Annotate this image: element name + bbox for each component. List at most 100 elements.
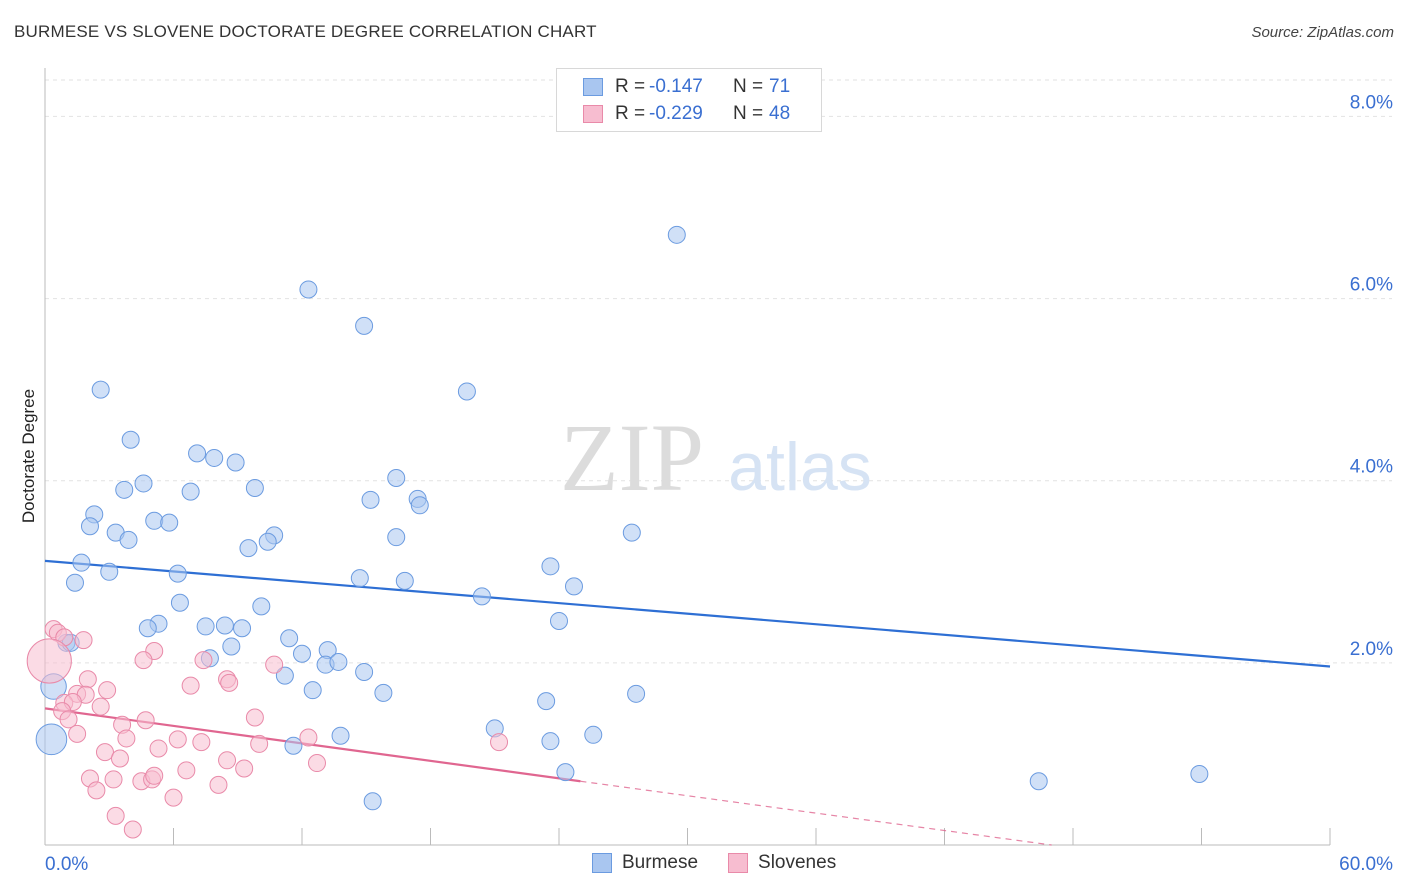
point-slovenes <box>209 775 228 794</box>
legend-item-burmese[interactable]: Burmese <box>592 852 698 874</box>
point-burmese <box>410 496 429 515</box>
point-slovenes <box>490 733 509 752</box>
point-burmese <box>275 666 294 685</box>
legend-n-value: 48 <box>769 103 791 124</box>
point-slovenes <box>245 708 264 727</box>
series-legend: Burmese Slovenes <box>592 852 866 874</box>
point-slovenes <box>59 710 78 729</box>
legend-n-value: 71 <box>769 76 791 97</box>
point-slovenes <box>95 743 114 762</box>
point-slovenes <box>177 761 196 780</box>
point-burmese <box>119 530 138 549</box>
point-slovenes <box>149 739 168 758</box>
point-burmese <box>138 619 157 638</box>
point-slovenes <box>91 697 110 716</box>
point-slovenes <box>78 670 97 689</box>
source-label: Source: ZipAtlas.com <box>1251 24 1394 41</box>
point-burmese <box>205 448 224 467</box>
trend-line-extension-slovenes <box>580 780 1052 846</box>
y-tick-label: 4.0% <box>1350 457 1393 478</box>
legend-swatch-slovenes <box>583 105 603 123</box>
point-burmese <box>72 553 91 572</box>
point-slovenes <box>192 733 211 752</box>
axes <box>44 68 1331 846</box>
point-burmese <box>355 316 374 335</box>
point-burmese <box>627 684 646 703</box>
point-burmese <box>537 692 556 711</box>
point-slovenes <box>68 724 87 743</box>
legend-r-label: R = <box>615 103 646 124</box>
legend-row-burmese: R = -0.147 N = 71 <box>583 75 790 99</box>
point-slovenes <box>164 788 183 807</box>
point-slovenes <box>106 806 125 825</box>
point-slovenes <box>136 711 155 730</box>
point-slovenes <box>235 759 254 778</box>
legend-n-label: N = <box>733 76 764 97</box>
point-burmese <box>91 380 110 399</box>
point-burmese <box>350 569 369 588</box>
point-burmese <box>65 573 84 592</box>
point-burmese <box>160 513 179 532</box>
grid-lines <box>45 79 1392 664</box>
data-points <box>26 225 1209 839</box>
point-burmese <box>280 629 299 648</box>
legend-swatch-burmese <box>583 78 603 96</box>
point-slovenes <box>194 651 213 670</box>
point-burmese <box>284 736 303 755</box>
point-burmese <box>226 453 245 472</box>
point-burmese <box>556 763 575 782</box>
watermark-zip: ZIP <box>560 404 704 511</box>
stats-legend: R = -0.147 N = 71 R = -0.229 N = 48 <box>556 68 822 132</box>
point-slovenes <box>74 631 93 650</box>
point-burmese <box>361 490 380 509</box>
point-slovenes <box>145 766 164 785</box>
point-burmese <box>222 637 241 656</box>
point-burmese <box>472 587 491 606</box>
point-slovenes <box>218 751 237 770</box>
point-burmese <box>374 683 393 702</box>
point-slovenes <box>26 638 72 684</box>
point-burmese <box>35 723 68 756</box>
point-burmese <box>550 611 568 630</box>
point-burmese <box>293 644 311 663</box>
point-burmese <box>667 225 686 244</box>
trend-lines <box>44 559 1331 846</box>
legend-r-value: -0.147 <box>649 76 703 97</box>
legend-r-label: R = <box>615 76 646 97</box>
point-burmese <box>564 577 583 596</box>
legend-row-slovenes: R = -0.229 N = 48 <box>583 102 790 126</box>
point-burmese <box>100 562 119 581</box>
point-burmese <box>363 792 382 811</box>
point-slovenes <box>123 820 142 839</box>
y-tick-label: 8.0% <box>1350 92 1393 113</box>
point-slovenes <box>110 749 129 768</box>
point-burmese <box>239 539 258 558</box>
point-burmese <box>1029 772 1048 791</box>
point-slovenes <box>181 676 200 695</box>
point-burmese <box>215 616 234 635</box>
y-tick-label: 2.0% <box>1350 639 1393 660</box>
point-slovenes <box>250 734 269 753</box>
legend-label-burmese: Burmese <box>622 852 699 873</box>
point-burmese <box>1190 764 1209 783</box>
point-burmese <box>188 444 207 463</box>
point-burmese <box>299 280 318 299</box>
point-burmese <box>303 681 322 700</box>
trend-line-burmese <box>44 559 1331 668</box>
point-burmese <box>252 597 271 616</box>
point-slovenes <box>98 681 117 700</box>
point-burmese <box>196 617 215 636</box>
point-slovenes <box>265 655 284 674</box>
point-slovenes <box>117 729 136 748</box>
x-tick-label-max: 60.0% <box>1339 854 1393 875</box>
point-burmese <box>457 382 476 401</box>
point-burmese <box>145 511 164 530</box>
point-burmese <box>541 557 560 576</box>
point-burmese <box>329 652 348 671</box>
point-burmese <box>121 430 140 449</box>
legend-item-slovenes[interactable]: Slovenes <box>728 852 836 874</box>
point-burmese <box>258 532 277 551</box>
point-slovenes <box>307 754 326 773</box>
point-burmese <box>387 468 406 487</box>
